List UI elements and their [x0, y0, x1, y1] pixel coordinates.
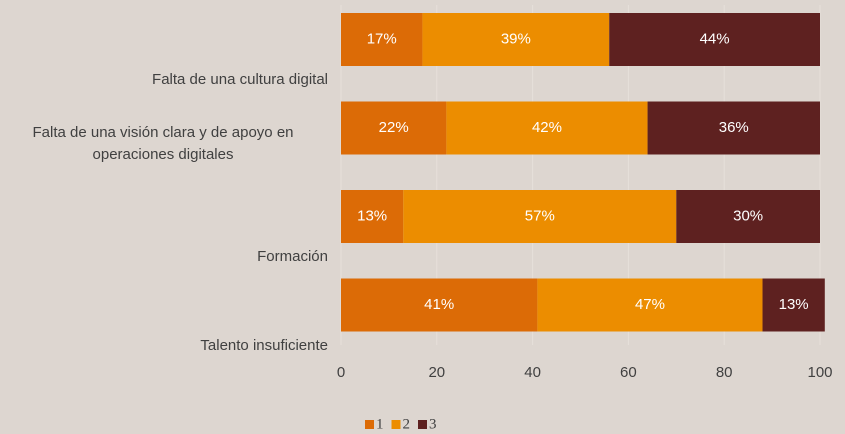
- value-label: 44%: [700, 30, 730, 47]
- bar-segment: [609, 13, 820, 66]
- category-label: Talento insuficiente: [0, 335, 328, 357]
- bar-segment: [446, 101, 648, 155]
- category-label: Formación: [0, 246, 328, 268]
- value-label: 17%: [367, 30, 397, 47]
- x-tick-label: 100: [807, 364, 832, 381]
- x-tick-label: 0: [337, 364, 345, 381]
- category-label: Falta de una cultura digital: [0, 69, 328, 91]
- value-label: 39%: [501, 30, 531, 47]
- legend-label: 2: [403, 416, 411, 432]
- category-text: Formación: [257, 248, 328, 265]
- bar-segment: [762, 278, 825, 332]
- bar-segment: [341, 278, 538, 332]
- value-label: 30%: [733, 207, 763, 224]
- legend-swatch: [391, 420, 401, 429]
- category-text: Talento insuficiente: [200, 336, 328, 354]
- value-label: 13%: [779, 296, 809, 313]
- category-text: Falta de una cultura digital: [152, 71, 328, 88]
- bar-segment: [341, 13, 423, 66]
- bar-segment: [341, 101, 447, 155]
- bar-segment: [403, 190, 677, 243]
- legend-label: 1: [376, 416, 384, 432]
- legend-label: 3: [429, 416, 437, 432]
- bar-segment: [647, 101, 820, 155]
- x-tick-label: 40: [524, 364, 541, 381]
- bar-segment: [422, 13, 610, 66]
- legend-swatch: [418, 420, 427, 429]
- bar-segment: [537, 278, 763, 332]
- x-tick-label: 60: [620, 364, 637, 381]
- bar-segment: [676, 190, 820, 243]
- value-label: 47%: [635, 296, 665, 313]
- category-label: Falta de una visión clara y de apoyo en …: [0, 122, 328, 166]
- value-label: 22%: [379, 119, 409, 136]
- bar-segment: [341, 190, 404, 243]
- x-tick-label: 80: [716, 364, 733, 381]
- value-label: 13%: [357, 207, 387, 224]
- x-tick-label: 20: [428, 364, 445, 381]
- value-label: 42%: [532, 119, 562, 136]
- value-label: 41%: [424, 296, 454, 313]
- legend-swatch: [365, 420, 374, 429]
- value-label: 36%: [719, 119, 749, 136]
- value-label: 57%: [525, 207, 555, 224]
- category-text: Falta de una visión clara y de apoyo en …: [32, 124, 294, 163]
